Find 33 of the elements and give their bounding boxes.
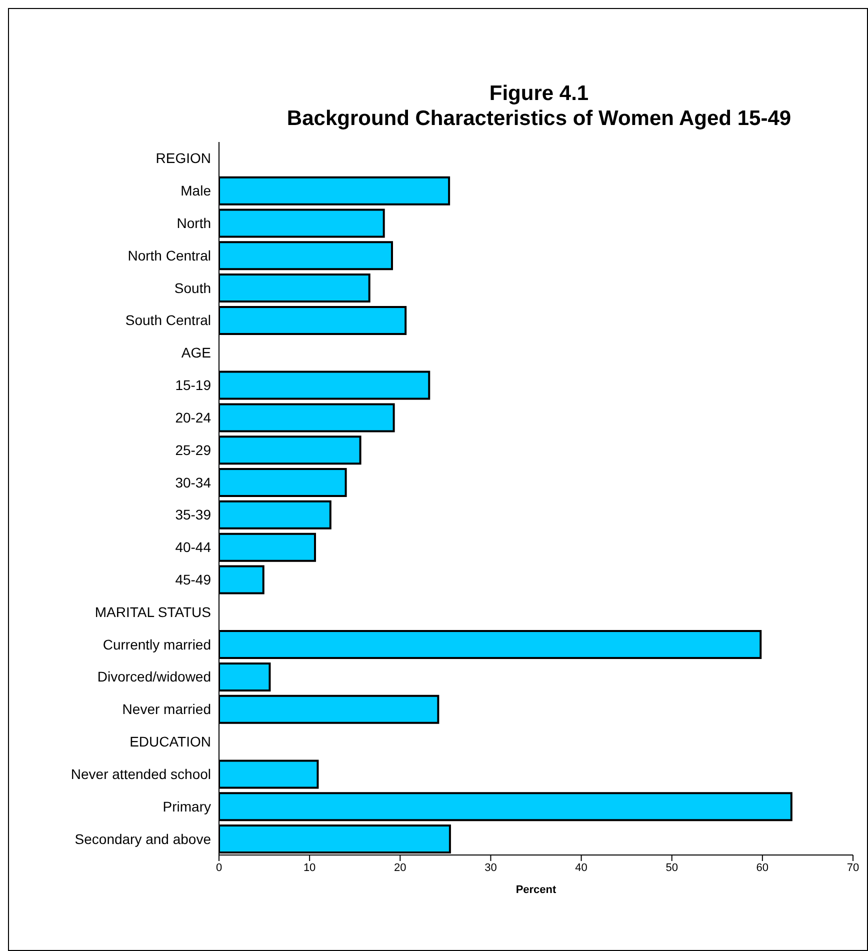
y-tick-label: 15-19 bbox=[175, 377, 212, 394]
y-tick-label: MARITAL STATUS bbox=[94, 604, 211, 620]
x-tick-label: 0 bbox=[216, 862, 222, 874]
y-tick-label: North bbox=[176, 214, 211, 231]
chart-title: Figure 4.1 bbox=[488, 81, 590, 106]
y-tick-label: 40-44 bbox=[175, 539, 212, 556]
y-tick-label: Male bbox=[180, 182, 212, 199]
y-tick-label: South bbox=[174, 280, 211, 296]
x-tick-label: 40 bbox=[575, 862, 588, 874]
y-tick-label: Never attended school bbox=[70, 766, 211, 782]
y-tick-label: North Central bbox=[128, 247, 211, 264]
x-tick-label: 30 bbox=[484, 862, 497, 874]
x-axis-title: Percent bbox=[516, 884, 557, 896]
x-tick-label: 60 bbox=[756, 862, 769, 874]
y-tick-label: REGION bbox=[156, 150, 211, 166]
y-tick-label: 25-29 bbox=[175, 442, 212, 458]
y-tick-label: Secondary and above bbox=[74, 830, 212, 847]
y-tick-label: 35-39 bbox=[175, 506, 212, 523]
y-tick-label: Primary bbox=[162, 798, 211, 814]
x-tick-label: 10 bbox=[303, 862, 316, 874]
y-tick-label: EDUCATION bbox=[130, 734, 211, 750]
chart-subtitle: Background Characteristics of Women Aged 15-49 bbox=[286, 106, 792, 131]
x-tick-label: 20 bbox=[394, 862, 406, 874]
x-tick-label: 70 bbox=[846, 862, 860, 874]
y-tick-label: Currently married bbox=[102, 636, 211, 652]
y-tick-label: Never married bbox=[122, 701, 211, 718]
y-tick-label: AGE bbox=[181, 344, 211, 361]
y-tick-label: 30-34 bbox=[175, 474, 212, 490]
y-tick-label: 45-49 bbox=[175, 571, 212, 588]
x-tick-label: 50 bbox=[666, 862, 678, 874]
y-tick-label: 20-24 bbox=[175, 409, 212, 426]
y-tick-label: Divorced/widowed bbox=[97, 668, 211, 685]
y-tick-label: South Central bbox=[125, 312, 211, 328]
